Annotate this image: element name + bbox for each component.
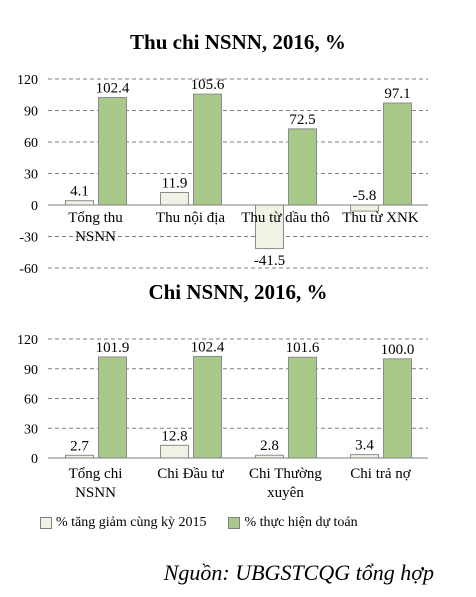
rev-bar-plan	[98, 96, 127, 206]
rev-bar-plan	[383, 102, 412, 206]
rev-data-label: -5.8	[353, 188, 377, 204]
rev-bar-plan	[288, 128, 317, 206]
chart-title-revenue: Thu chi NSNN, 2016, %	[130, 30, 346, 54]
legend-item-change: % tăng giảm cùng kỳ 2015	[40, 515, 206, 531]
exp-data-label: 101.9	[96, 340, 130, 356]
exp-data-label: 102.4	[191, 339, 225, 355]
exp-data-label: 2.8	[260, 438, 279, 454]
exp-category-label: Tổng chi NSNN	[69, 466, 123, 501]
expenditure-chart: 120 90 60 30 0 2.7 101.9 Tổng chi NSNN 12.8 102.4 C…	[17, 333, 428, 501]
exp-data-label: 100.0	[381, 342, 415, 358]
exp-bar-plan	[193, 355, 222, 459]
revenue-chart: 120 90 60 30 0 -30 -60 4.1 102.4 Tổng thu NSNN 11.9…	[17, 73, 428, 277]
rev-data-label: 11.9	[162, 176, 188, 192]
rev-category-label: Thu từ dầu thô	[241, 210, 330, 226]
exp-bar-plan	[98, 356, 127, 459]
exp-data-label: 12.8	[161, 428, 187, 444]
chart-title-expenditure: Chi NSNN, 2016, %	[148, 280, 328, 304]
exp-ytick-label: 90	[24, 363, 38, 378]
rev-bar-change	[255, 204, 284, 250]
rev-ytick-label: 30	[24, 168, 38, 183]
rev-category-label: Tổng thu NSNN	[68, 210, 123, 245]
exp-category-label: Chi trả nợ	[350, 466, 411, 482]
exp-bar-plan	[383, 358, 412, 459]
rev-ytick-label: 0	[31, 199, 38, 214]
rev-ytick-label: 90	[24, 105, 38, 120]
legend-swatch-change	[40, 517, 52, 529]
exp-ytick-label: 60	[24, 393, 38, 408]
source-note: Nguồn: UBGSTCQG tổng hợp	[163, 560, 434, 585]
rev-data-label: 102.4	[96, 80, 130, 96]
rev-ytick-label: -60	[19, 262, 38, 277]
rev-bar-plan	[193, 93, 222, 206]
rev-data-label: 97.1	[384, 86, 410, 102]
exp-category-label: Chi Đầu tư	[157, 466, 224, 482]
exp-category-label: Chi Thường xuyên	[249, 466, 322, 501]
rev-ytick-label: 120	[17, 73, 38, 88]
exp-data-label: 2.7	[70, 438, 89, 454]
exp-ytick-label: 0	[31, 452, 38, 467]
rev-data-label: 105.6	[191, 77, 225, 93]
rev-category-label: Thu từ XNK	[342, 210, 419, 226]
exp-bar-change	[350, 454, 379, 459]
exp-data-label: 101.6	[286, 340, 320, 356]
exp-ytick-label: 30	[24, 422, 38, 437]
rev-data-label: 4.1	[70, 184, 89, 200]
legend-swatch-plan	[228, 517, 241, 529]
rev-ytick-label: 60	[24, 136, 38, 151]
exp-bar-plan	[288, 356, 317, 459]
legend-label-plan: % thực hiện dự toán	[244, 515, 358, 530]
rev-data-label: -41.5	[254, 253, 285, 269]
rev-data-label: 72.5	[289, 112, 315, 128]
legend: % tăng giảm cùng kỳ 2015 % thực hiện dự …	[40, 515, 358, 531]
rev-category-label: Thu nội địa	[156, 210, 225, 226]
exp-data-label: 3.4	[355, 438, 374, 454]
exp-ytick-label: 120	[17, 333, 38, 348]
exp-bar-change	[160, 444, 189, 459]
rev-ytick-label: -30	[19, 231, 38, 246]
legend-label-change: % tăng giảm cùng kỳ 2015	[56, 515, 207, 530]
legend-item-plan: % thực hiện dự toán	[228, 515, 358, 531]
